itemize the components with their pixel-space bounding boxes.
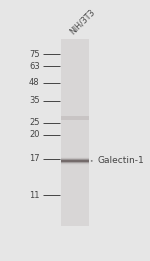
Text: NIH/3T3: NIH/3T3 — [68, 8, 97, 36]
Text: 75: 75 — [29, 50, 40, 59]
Text: 63: 63 — [29, 62, 40, 71]
Text: 48: 48 — [29, 78, 40, 87]
Text: 17: 17 — [29, 155, 40, 163]
Text: Galectin-1: Galectin-1 — [98, 156, 145, 165]
Text: 35: 35 — [29, 96, 40, 105]
Text: 20: 20 — [29, 130, 40, 139]
Bar — [61, 39, 88, 226]
Text: 25: 25 — [29, 118, 40, 127]
Text: 11: 11 — [29, 191, 40, 200]
Bar — [61, 116, 88, 120]
